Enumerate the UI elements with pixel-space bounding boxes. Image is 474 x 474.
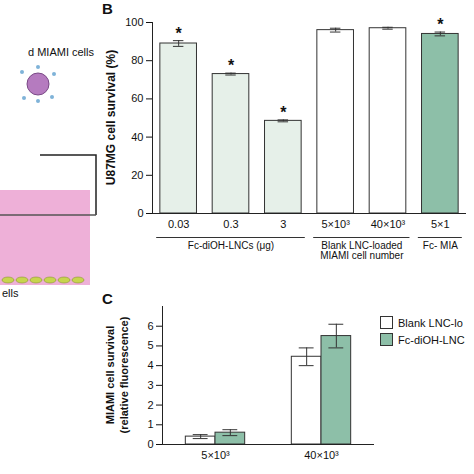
svg-text:80: 80 <box>131 54 143 66</box>
svg-text:*: * <box>437 16 444 33</box>
svg-text:40×10³: 40×10³ <box>304 449 339 461</box>
svg-text:*: * <box>280 104 287 121</box>
svg-text:5×10³: 5×10³ <box>201 449 230 461</box>
html-text:C: C <box>102 290 113 307</box>
svg-text:40×10³: 40×10³ <box>371 218 406 230</box>
svg-text:U87MG cell survival (%): U87MG cell survival (%) <box>104 50 118 185</box>
svg-text:100: 100 <box>125 16 143 28</box>
svg-text:3: 3 <box>280 218 286 230</box>
svg-text:0: 0 <box>137 207 143 219</box>
svg-text:20: 20 <box>131 169 143 181</box>
svg-text:Fc-diOH-LNCs (μg): Fc-diOH-LNCs (μg) <box>188 240 274 251</box>
svg-text:d MIAMI cells: d MIAMI cells <box>28 46 95 58</box>
svg-text:(relative fluorescence): (relative fluorescence) <box>118 316 130 433</box>
svg-text:MIAMI cell survival: MIAMI cell survival <box>104 326 116 424</box>
svg-text:5×10³: 5×10³ <box>321 218 350 230</box>
svg-text:60: 60 <box>131 92 143 104</box>
html-text:Fc-diOH-LNC: Fc-diOH-LNC <box>398 333 465 346</box>
svg-text:2: 2 <box>147 399 153 411</box>
svg-text:0: 0 <box>147 438 153 450</box>
svg-text:*: * <box>176 25 183 42</box>
svg-text:1: 1 <box>147 418 153 430</box>
html-text:B: B <box>102 0 113 17</box>
svg-text:Fc- MIA: Fc- MIA <box>423 240 458 251</box>
svg-text:40: 40 <box>131 131 143 143</box>
svg-text:3: 3 <box>147 379 153 391</box>
svg-text:5×1: 5×1 <box>431 218 450 230</box>
svg-text:6: 6 <box>147 320 153 332</box>
svg-text:5: 5 <box>147 339 153 351</box>
svg-text:ells: ells <box>2 287 19 299</box>
svg-text:0.03: 0.03 <box>168 218 189 230</box>
svg-text:4: 4 <box>147 359 153 371</box>
svg-text:Blank LNC-loadedMIAMI cell num: Blank LNC-loadedMIAMI cell number <box>320 240 404 261</box>
svg-text:*: * <box>228 57 235 74</box>
html-text:Blank LNC-lo: Blank LNC-lo <box>398 316 463 329</box>
svg-text:0.3: 0.3 <box>223 218 238 230</box>
